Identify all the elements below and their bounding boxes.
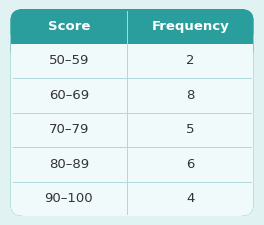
FancyBboxPatch shape: [11, 43, 253, 216]
Text: Frequency: Frequency: [152, 20, 229, 33]
Text: 60–69: 60–69: [49, 89, 89, 102]
Text: 6: 6: [186, 158, 195, 171]
Text: 80–89: 80–89: [49, 158, 89, 171]
Text: 4: 4: [186, 192, 195, 205]
Text: 70–79: 70–79: [49, 123, 89, 136]
Text: 50–59: 50–59: [49, 54, 89, 67]
Text: 2: 2: [186, 54, 195, 67]
FancyBboxPatch shape: [11, 9, 253, 216]
Text: 90–100: 90–100: [45, 192, 93, 205]
Bar: [11, 26, 253, 43]
FancyBboxPatch shape: [11, 9, 253, 43]
Bar: [11, 43, 253, 61]
Text: 8: 8: [186, 89, 195, 102]
Text: Score: Score: [48, 20, 90, 33]
Text: 5: 5: [186, 123, 195, 136]
